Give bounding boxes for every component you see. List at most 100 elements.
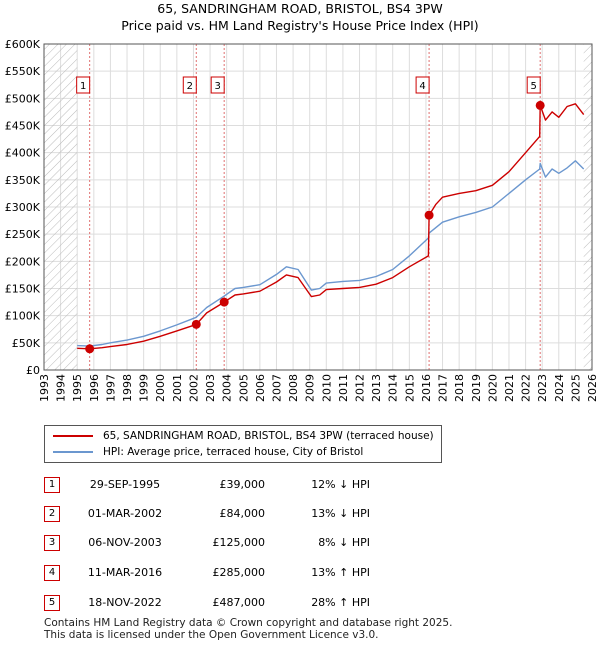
legend-item-property: 65, SANDRINGHAM ROAD, BRISTOL, BS4 3PW (… [53,428,434,444]
y-tick-label: £300K [5,201,41,214]
y-tick-label: £100K [5,310,41,323]
sale-date: 11-MAR-2016 [87,566,163,579]
sale-row: 4 11-MAR-2016 £285,000 13% ↑ HPI [0,564,600,582]
y-tick-label: £250K [5,228,41,241]
sale-date: 29-SEP-1995 [89,478,161,491]
x-tick-label: 2004 [221,374,234,402]
y-tick-label: £550K [5,65,41,78]
sale-point [219,297,229,307]
sale-point [191,319,201,329]
x-tick-label: 2025 [569,374,582,402]
x-tick-label: 2003 [204,374,217,402]
footer: Contains HM Land Registry data © Crown c… [44,617,452,641]
sale-point [424,210,434,220]
legend-item-hpi: HPI: Average price, terraced house, City… [53,444,363,460]
sale-marker-box [182,76,197,94]
x-tick-label: 2007 [270,374,283,402]
sale-hpi: 13% ↓ HPI [311,507,370,520]
sale-point [535,100,545,110]
sale-date: 18-NOV-2022 [88,596,162,609]
sale-number: 4 [44,565,60,581]
x-tick-label: 2014 [387,374,400,402]
x-tick-label: 2000 [154,374,167,402]
x-tick-label: 2015 [403,374,416,402]
sale-point [85,344,95,354]
sale-marker-number: 2 [187,81,193,92]
x-tick-label: 2023 [536,374,549,402]
sale-marker-number: 4 [419,81,425,92]
chart-title: 65, SANDRINGHAM ROAD, BRISTOL, BS4 3PW [157,1,443,16]
sale-hpi: 28% ↑ HPI [311,596,370,609]
sale-price: £125,000 [212,536,266,549]
x-tick-label: 2001 [171,374,184,402]
no-data-region-right [583,44,592,370]
x-tick-label: 2024 [553,374,566,402]
sale-number: 3 [44,535,60,551]
sale-hpi: 8% ↓ HPI [318,536,370,549]
legend-swatch-hpi [53,451,93,453]
y-tick-label: £200K [5,255,41,268]
y-tick-label: £150K [5,283,41,296]
sale-marker-number: 1 [80,81,86,92]
x-tick-label: 2018 [453,374,466,402]
x-tick-label: 1999 [138,374,151,402]
sale-marker-number: 3 [214,81,220,92]
x-tick-label: 1995 [71,374,84,402]
x-tick-label: 2021 [503,374,516,402]
x-tick-label: 2013 [370,374,383,402]
sale-price: £487,000 [212,596,266,609]
y-tick-label: £400K [5,147,41,160]
x-tick-label: 1996 [88,374,101,402]
property-series-line [77,103,585,350]
legend-label-hpi: HPI: Average price, terraced house, City… [103,446,364,458]
x-tick-label: 2009 [304,374,317,402]
x-tick-label: 2005 [237,374,250,402]
sale-price: £84,000 [219,507,266,520]
sale-number: 1 [44,477,60,493]
y-tick-label: £350K [5,174,41,187]
sale-number: 5 [44,595,60,611]
sale-marker-box [210,76,225,94]
y-tick-label: £450K [5,120,41,133]
sale-marker-box [76,76,91,94]
legend-label-property: 65, SANDRINGHAM ROAD, BRISTOL, BS4 3PW (… [103,430,434,442]
price-chart: £0 £50K £100K £150K £200K £250K £300K £350K £400… [5,38,599,402]
x-tick-label: 1998 [121,374,134,402]
sale-marker-box [415,76,430,94]
sale-price: £39,000 [219,478,266,491]
sale-row: 2 01-MAR-2002 £84,000 13% ↓ HPI [0,505,600,523]
x-tick-label: 2026 [586,374,599,402]
no-data-region-left [44,44,78,370]
sale-date: 01-MAR-2002 [87,507,163,520]
sale-row: 1 29-SEP-1995 £39,000 12% ↓ HPI [0,476,600,494]
x-tick-label: 2008 [287,374,300,402]
x-tick-label: 2022 [520,374,533,402]
x-tick-label: 2017 [437,374,450,402]
hpi-series-line [77,160,585,347]
x-tick-label: 2002 [187,374,200,402]
x-tick-label: 2010 [320,374,333,402]
x-tick-label: 2020 [486,374,499,402]
sale-hpi: 13% ↑ HPI [311,566,370,579]
y-tick-label: £500K [5,92,41,105]
y-tick-label: £600K [5,38,41,51]
x-tick-label: 2019 [470,374,483,402]
y-tick-label: £50K [12,337,41,350]
sale-row: 5 18-NOV-2022 £487,000 28% ↑ HPI [0,594,600,612]
x-tick-label: 2011 [337,374,350,402]
sale-date: 06-NOV-2003 [88,536,162,549]
legend: 65, SANDRINGHAM ROAD, BRISTOL, BS4 3PW (… [44,425,442,463]
legend-swatch-property [53,435,93,437]
sale-marker-box [526,76,541,94]
x-tick-label: 2006 [254,374,267,402]
x-tick-label: 1997 [104,374,117,402]
sale-row: 3 06-NOV-2003 £125,000 8% ↓ HPI [0,534,600,552]
x-tick-label: 2012 [354,374,367,402]
footer-licence: This data is licensed under the Open Gov… [44,629,379,641]
footer-copyright: Contains HM Land Registry data © Crown c… [44,617,453,629]
chart-subtitle: Price paid vs. HM Land Registry's House … [121,18,479,33]
sale-hpi: 12% ↓ HPI [311,478,370,491]
x-tick-label: 1993 [38,374,51,402]
y-tick-label: £0 [26,364,40,377]
sale-price: £285,000 [212,566,266,579]
